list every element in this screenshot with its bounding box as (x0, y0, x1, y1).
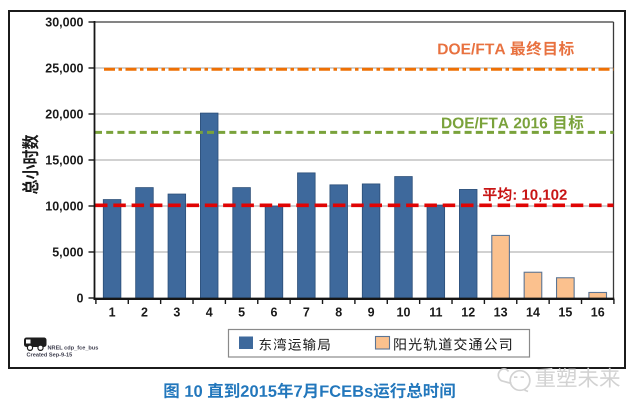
svg-text:16: 16 (591, 306, 605, 320)
svg-text:30,000: 30,000 (45, 15, 83, 29)
svg-text:6: 6 (270, 306, 277, 320)
svg-text:10,000: 10,000 (45, 199, 83, 213)
svg-text:NREL cdp_fce_bus: NREL cdp_fce_bus (48, 346, 99, 352)
svg-text:8: 8 (335, 306, 342, 320)
svg-text:13: 13 (494, 306, 508, 320)
svg-text:0: 0 (77, 291, 84, 305)
svg-text:10: 10 (397, 306, 411, 320)
svg-text:12: 12 (461, 306, 475, 320)
svg-text:4: 4 (206, 306, 213, 320)
svg-text:5: 5 (238, 306, 245, 320)
svg-text:7: 7 (303, 306, 310, 320)
svg-text:14: 14 (526, 306, 540, 320)
svg-text:5,000: 5,000 (52, 245, 83, 259)
svg-text:2: 2 (141, 306, 148, 320)
svg-text:9: 9 (368, 306, 375, 320)
svg-text:3: 3 (173, 306, 180, 320)
svg-text:20,000: 20,000 (45, 107, 83, 121)
svg-text:11: 11 (429, 306, 442, 320)
svg-text:1: 1 (109, 306, 116, 320)
svg-text:Created Sep-9-15: Created Sep-9-15 (27, 353, 73, 359)
svg-text:25,000: 25,000 (45, 61, 83, 75)
svg-text:15: 15 (558, 306, 572, 320)
svg-text:15,000: 15,000 (45, 153, 83, 167)
